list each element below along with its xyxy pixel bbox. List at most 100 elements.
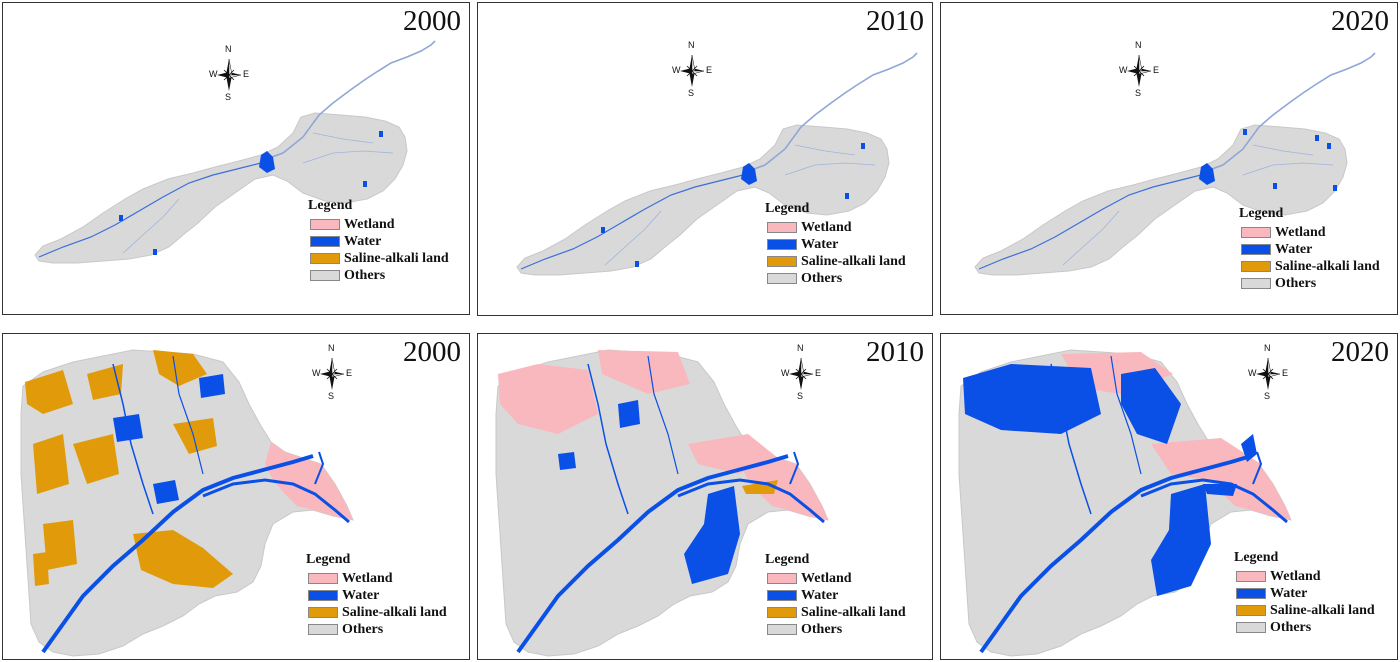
legend-swatch xyxy=(1236,588,1266,599)
legend-swatch xyxy=(1241,227,1271,238)
compass-star-icon xyxy=(217,58,242,91)
year-label: 2020 xyxy=(1331,5,1389,37)
year-label: 2000 xyxy=(403,5,461,37)
legend-swatch xyxy=(310,270,340,281)
legend-label: Others xyxy=(1270,619,1312,635)
basin-shape xyxy=(34,40,436,264)
compass-star-icon xyxy=(789,357,814,390)
legend-item-others: Others xyxy=(1239,275,1380,292)
legend-item-saline: Saline-alkali land xyxy=(765,253,906,270)
compass-s-label: S xyxy=(225,92,232,102)
compass-e-label: E xyxy=(243,69,250,79)
compass-rose: N S W E xyxy=(309,343,355,402)
compass-w-label: W xyxy=(781,368,790,378)
legend-label: Wetland xyxy=(1275,224,1326,240)
legend-title: Legend xyxy=(306,552,351,567)
legend: Legend Wetland Water Saline-alkali land Othe… xyxy=(306,552,447,638)
compass-n-label: N xyxy=(1135,40,1142,50)
map-panel-bottom-2010: 2010 N S W E Legend Wetland Water Saline-alkal… xyxy=(477,333,933,660)
compass-n-label: N xyxy=(1264,343,1271,353)
basin-map xyxy=(34,40,436,264)
legend-item-others: Others xyxy=(1234,619,1375,636)
compass-s-label: S xyxy=(1264,391,1271,401)
compass-star-icon xyxy=(1127,54,1152,87)
legend-item-wetland: Wetland xyxy=(306,570,447,587)
legend-title: Legend xyxy=(1239,206,1284,221)
legend-swatch xyxy=(310,253,340,264)
compass-n-label: N xyxy=(688,40,695,50)
delta-map xyxy=(958,349,1292,657)
legend-label: Saline-alkali land xyxy=(801,604,906,620)
legend-label: Water xyxy=(342,587,380,603)
legend: Legend Wetland Water Saline-alkali land Othe… xyxy=(1239,206,1380,292)
legend-label: Saline-alkali land xyxy=(342,604,447,620)
compass-rose: N S W E xyxy=(1245,343,1291,402)
legend-item-others: Others xyxy=(306,621,447,638)
year-label: 2010 xyxy=(866,336,924,368)
legend-item-wetland: Wetland xyxy=(308,216,449,233)
legend-item-water: Water xyxy=(308,233,449,250)
compass-e-label: E xyxy=(815,368,822,378)
legend-label: Water xyxy=(801,236,839,252)
legend: Legend Wetland Water Saline-alkali land Othe… xyxy=(765,201,906,287)
map-panel-bottom-2000: 2000 N S W E Legend Wetland Water Saline-alkal… xyxy=(2,333,470,660)
legend: Legend Wetland Water Saline-alkali land Othe… xyxy=(308,198,449,284)
legend-swatch xyxy=(308,607,338,618)
compass-e-label: E xyxy=(1153,65,1160,75)
compass-n-label: N xyxy=(225,44,232,54)
legend-swatch xyxy=(767,222,797,233)
legend-label: Others xyxy=(801,270,843,286)
legend-swatch xyxy=(767,607,797,618)
legend-swatch xyxy=(767,573,797,584)
legend: Legend Wetland Water Saline-alkali land Othe… xyxy=(1234,550,1375,636)
legend-swatch xyxy=(308,590,338,601)
compass-star-icon xyxy=(1256,357,1281,390)
compass-n-label: N xyxy=(328,343,335,353)
legend-title: Legend xyxy=(765,552,810,567)
legend-swatch xyxy=(767,624,797,635)
legend-swatch xyxy=(1236,622,1266,633)
legend-item-saline: Saline-alkali land xyxy=(1239,258,1380,275)
legend-label: Wetland xyxy=(344,216,395,232)
compass-s-label: S xyxy=(1135,88,1142,98)
compass-rose: N S W E xyxy=(206,44,252,103)
basin-map xyxy=(516,52,918,276)
legend-swatch xyxy=(1236,605,1266,616)
legend-swatch xyxy=(1236,571,1266,582)
legend-title: Legend xyxy=(765,201,810,216)
compass-w-label: W xyxy=(1119,65,1128,75)
legend-item-saline: Saline-alkali land xyxy=(765,604,906,621)
legend-item-wetland: Wetland xyxy=(1234,568,1375,585)
year-label: 2020 xyxy=(1331,336,1389,368)
delta-shape xyxy=(958,349,1292,657)
legend-swatch xyxy=(1241,278,1271,289)
delta-map xyxy=(20,349,354,657)
map-panel-top-2000: 2000 N S W E Legend Wetland Water Saline-alkal… xyxy=(2,2,470,315)
delta-map xyxy=(495,349,829,657)
legend-swatch xyxy=(767,239,797,250)
delta-shape xyxy=(495,349,829,657)
legend-title: Legend xyxy=(1234,550,1279,565)
legend: Legend Wetland Water Saline-alkali land Othe… xyxy=(765,552,906,638)
legend-label: Water xyxy=(1275,241,1313,257)
legend-swatch xyxy=(308,624,338,635)
compass-n-label: N xyxy=(797,343,804,353)
legend-label: Water xyxy=(801,587,839,603)
basin-shape xyxy=(516,52,918,276)
legend-label: Others xyxy=(342,621,384,637)
legend-swatch xyxy=(767,256,797,267)
delta-shape xyxy=(20,349,354,657)
legend-label: Saline-alkali land xyxy=(344,250,449,266)
compass-rose: N S W E xyxy=(669,40,715,99)
legend-label: Water xyxy=(344,233,382,249)
compass-star-icon xyxy=(680,54,705,87)
legend-item-wetland: Wetland xyxy=(765,570,906,587)
compass-rose: N S W E xyxy=(1116,40,1162,99)
legend-swatch xyxy=(1241,261,1271,272)
legend-item-saline: Saline-alkali land xyxy=(1234,602,1375,619)
legend-label: Others xyxy=(344,267,386,283)
compass-e-label: E xyxy=(1282,368,1289,378)
legend-item-saline: Saline-alkali land xyxy=(308,250,449,267)
compass-w-label: W xyxy=(209,69,218,79)
legend-label: Saline-alkali land xyxy=(1275,258,1380,274)
